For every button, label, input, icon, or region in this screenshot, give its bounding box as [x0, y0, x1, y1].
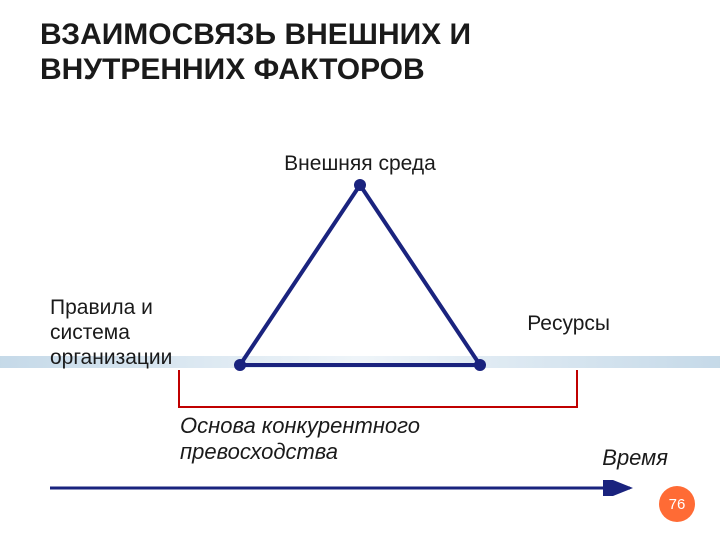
slide-title: ВЗАИМОСВЯЗЬ ВНЕШНИХ И ВНУТРЕННИХ ФАКТОРО… [40, 18, 680, 87]
label-rules-system: Правила исистемаорганизации [50, 295, 172, 371]
label-time: Время [602, 445, 668, 471]
bottom-bracket [178, 370, 578, 408]
triangle-diagram [200, 175, 520, 385]
triangle-edge-left [240, 185, 360, 365]
page-number-badge: 76 [659, 486, 695, 522]
label-resources: Ресурсы [527, 312, 610, 336]
label-competitive-basis: Основа конкурентного превосходства [180, 413, 540, 465]
vertex-top [354, 179, 366, 191]
time-arrow [50, 480, 650, 496]
label-external-environment: Внешняя среда [284, 152, 436, 176]
triangle-edge-right [360, 185, 480, 365]
page-number-text: 76 [669, 496, 686, 513]
